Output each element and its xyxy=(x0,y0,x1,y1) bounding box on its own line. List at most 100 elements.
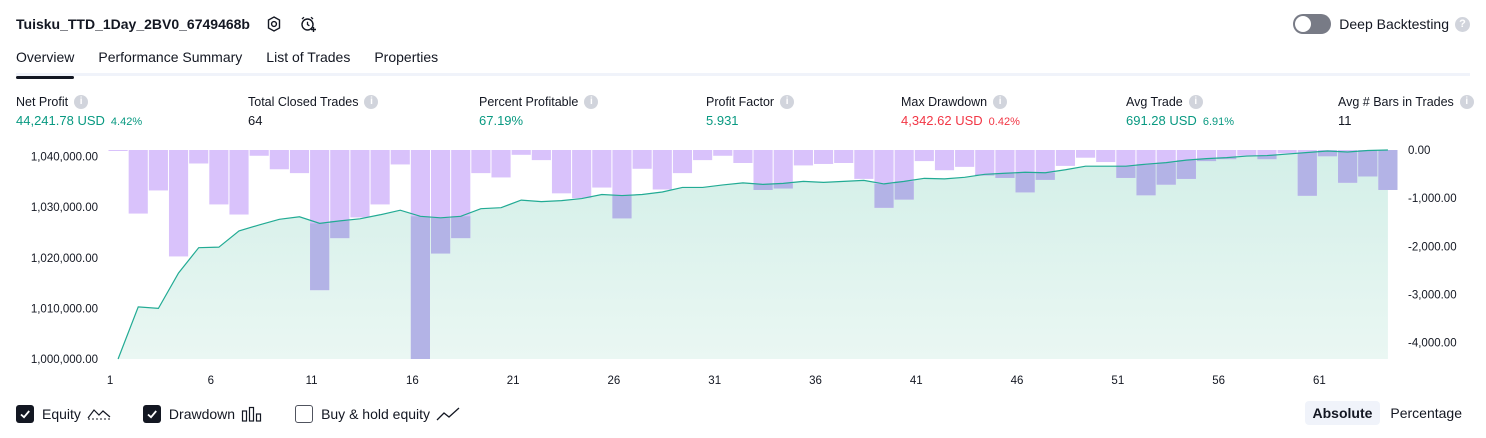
drawdown-bar-overlap xyxy=(1297,152,1317,196)
tab-list-of-trades[interactable]: List of Trades xyxy=(266,49,351,65)
drawdown-bar xyxy=(551,150,572,194)
tab-performance-summary[interactable]: Performance Summary xyxy=(98,49,243,65)
metric-value: 44,241.78 USD xyxy=(16,113,105,128)
drawdown-bar xyxy=(813,150,834,164)
metric-label: Total Closed Trades xyxy=(248,94,359,109)
metrics-row: Net Profit i 44,241.78 USD 4.42% Total Clo… xyxy=(16,94,1474,130)
info-icon[interactable]: i xyxy=(584,94,599,109)
equity-area xyxy=(118,150,1388,359)
drawdown-bar xyxy=(693,150,713,161)
drawdown-bar-overlap xyxy=(894,181,914,200)
drawdown-bar-overlap xyxy=(773,183,793,189)
drawdown-bar xyxy=(1237,150,1257,156)
drawdown-bar-overlap xyxy=(1035,172,1055,180)
drawdown-bar xyxy=(289,150,310,174)
info-icon[interactable]: i xyxy=(364,94,379,109)
y-right-tick-label: -2,000.00 xyxy=(1408,241,1457,253)
y-left-tick-label: 1,000,000.00 xyxy=(31,354,98,366)
mode-absolute-button[interactable]: Absolute xyxy=(1304,401,1381,425)
x-tick-label: 56 xyxy=(1212,375,1225,387)
buyhold-checkbox[interactable] xyxy=(295,405,314,423)
y-right-tick-label: -1,000.00 xyxy=(1408,193,1457,205)
deep-backtesting-toggle[interactable] xyxy=(1293,14,1332,34)
drawdown-bar-overlap xyxy=(995,173,1015,178)
equity-drawdown-chart[interactable]: 1,000,000.00 1,010,000.00 1,020,000.00 1,03… xyxy=(0,140,1486,392)
y-left-tick-label: 1,010,000.00 xyxy=(31,303,98,315)
drawdown-bar xyxy=(269,150,289,170)
question-icon[interactable]: ? xyxy=(1455,16,1470,32)
info-icon[interactable]: i xyxy=(1459,94,1474,109)
drawdown-bar xyxy=(1217,150,1237,160)
mode-percentage-button[interactable]: Percentage xyxy=(1390,405,1462,421)
equity-line xyxy=(117,149,1388,360)
drawdown-bar xyxy=(249,150,269,156)
drawdown-bar xyxy=(168,150,189,257)
drawdown-bar-overlap xyxy=(1257,155,1277,160)
equity-checkbox[interactable] xyxy=(16,405,34,423)
drawdown-bar xyxy=(995,150,1015,178)
drawdown-bar xyxy=(209,150,229,205)
x-tick-label: 36 xyxy=(809,375,822,387)
legend-drawdown[interactable]: Drawdown xyxy=(142,405,263,423)
drawdown-bar xyxy=(229,150,249,215)
drawdown-bar-overlap xyxy=(410,216,430,359)
drawdown-bar-overlap xyxy=(310,223,330,291)
y-right-tick-label: -3,000.00 xyxy=(1408,289,1457,301)
metric-label: Max Drawdown xyxy=(901,94,988,109)
legend-buyhold[interactable]: Buy & hold equity xyxy=(295,405,460,423)
metric-label: Net Profit xyxy=(16,94,69,109)
info-icon[interactable]: i xyxy=(780,94,795,109)
info-icon[interactable]: i xyxy=(74,94,89,109)
settings-icon[interactable] xyxy=(264,14,284,34)
drawdown-bar xyxy=(471,150,491,174)
metric-label: Percent Profitable xyxy=(479,94,579,109)
drawdown-bar xyxy=(1076,150,1096,158)
metric-value: 64 xyxy=(248,113,263,128)
x-tick-label: 11 xyxy=(306,375,318,387)
metric-avg-trade: Avg Trade i 691.28 USD 6.91% xyxy=(1126,94,1234,128)
tab-properties[interactable]: Properties xyxy=(374,49,439,65)
tab-overview[interactable]: Overview xyxy=(16,46,75,79)
drawdown-bar xyxy=(713,150,733,156)
drawdown-bars-icon xyxy=(241,406,263,422)
value-mode-switch: Absolute Percentage xyxy=(1303,401,1471,425)
x-tick-label: 21 xyxy=(507,375,520,387)
info-icon[interactable]: i xyxy=(1188,94,1203,109)
toggle-knob xyxy=(1295,16,1312,32)
drawdown-bar xyxy=(511,150,531,155)
drawdown-bar-overlap xyxy=(1217,157,1237,160)
metric-percent: 0.42% xyxy=(988,116,1020,128)
drawdown-bar xyxy=(733,150,753,164)
metric-percent-profitable: Percent Profitable i 67.19% xyxy=(479,94,599,128)
deep-backtesting-label: Deep Backtesting xyxy=(1339,16,1449,32)
drawdown-bar xyxy=(128,150,148,214)
drawdown-bar-overlap xyxy=(1317,151,1338,157)
legend-label: Buy & hold equity xyxy=(321,406,431,422)
metric-value: 5.931 xyxy=(706,113,739,128)
drawdown-bar xyxy=(773,150,793,189)
drawdown-bar xyxy=(330,150,350,239)
legend-label: Drawdown xyxy=(168,406,236,422)
drawdown-checkbox[interactable] xyxy=(142,405,161,423)
drawdown-bar-overlap xyxy=(1156,162,1176,185)
drawdown-bar xyxy=(834,150,854,164)
strategy-title: Tuisku_TTD_1Day_2BV0_6749468b xyxy=(16,16,250,32)
y-right-tick-label: 0.00 xyxy=(1408,145,1430,157)
drawdown-bar xyxy=(955,150,975,167)
drawdown-bar xyxy=(572,150,592,199)
drawdown-bar xyxy=(1277,150,1297,154)
info-icon[interactable]: i xyxy=(993,94,1008,109)
legend-label: Equity xyxy=(42,406,81,422)
legend-equity[interactable]: Equity xyxy=(16,405,111,423)
alert-add-icon[interactable] xyxy=(298,14,318,34)
metric-percent: 4.42% xyxy=(110,116,143,128)
drawdown-bar xyxy=(189,150,209,164)
drawdown-bar-overlap xyxy=(431,217,451,254)
metric-total-closed-trades: Total Closed Trades i 64 xyxy=(248,94,379,128)
x-tick-label: 6 xyxy=(208,375,214,387)
x-tick-label: 46 xyxy=(1011,375,1024,387)
drawdown-bar xyxy=(108,150,128,151)
metric-value: 67.19% xyxy=(479,113,524,128)
drawdown-bar-overlap xyxy=(874,183,894,208)
drawdown-bar xyxy=(491,150,511,178)
